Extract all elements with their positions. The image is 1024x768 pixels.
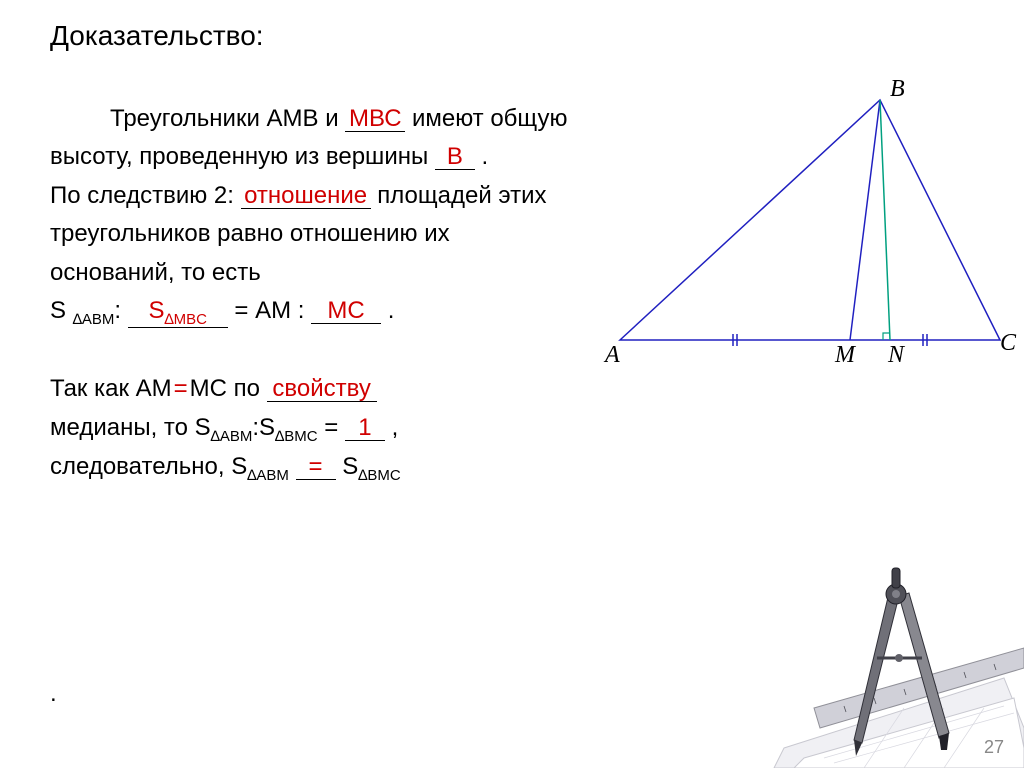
blank-eq1: = — [172, 370, 190, 408]
end-dot: . — [50, 680, 57, 708]
sub: ∆BMC — [358, 467, 401, 484]
t: Так как АМ — [50, 375, 172, 402]
proof-title: Доказательство: — [50, 20, 264, 52]
blank-vertex: В — [435, 145, 475, 170]
blank-relation: отношение — [241, 184, 371, 209]
blank-s-mbc: S∆MBC — [128, 299, 228, 328]
t: S — [336, 453, 359, 480]
t: = — [318, 414, 345, 441]
t: :S — [252, 414, 275, 441]
t: треугольников равно отношению их — [50, 220, 450, 247]
t: = АМ : — [228, 297, 311, 324]
page-number: 27 — [984, 737, 1004, 758]
t: следовательно, S — [50, 453, 247, 480]
t: По следствию 2: — [50, 182, 241, 209]
blank-eq2: = — [296, 455, 336, 480]
t — [289, 453, 296, 480]
triangle-figure: A B C M N — [600, 90, 1020, 370]
t: S — [50, 297, 73, 324]
t: оснований, то есть — [50, 259, 261, 286]
triangle-svg — [600, 90, 1020, 370]
sub: ∆ABM — [211, 427, 253, 444]
t: медианы, то S — [50, 414, 211, 441]
label-C: C — [1000, 330, 1016, 357]
blank-property: свойству — [267, 377, 377, 402]
sub: ∆BMC — [275, 427, 318, 444]
label-M: M — [835, 342, 855, 369]
label-B: B — [890, 76, 905, 103]
label-N: N — [888, 342, 904, 369]
t: : — [114, 297, 127, 324]
blank-mc: МС — [311, 299, 381, 324]
t: , — [385, 414, 398, 441]
label-A: A — [605, 342, 620, 369]
t: имеют общую — [405, 105, 567, 132]
t: Треугольники АМВ и — [110, 105, 345, 132]
t: МС по — [190, 375, 267, 402]
proof-body: Треугольники АМВ и МВС имеют общую высот… — [50, 100, 610, 488]
blank-triangle2: МВС — [345, 107, 405, 132]
blank-one: 1 — [345, 416, 385, 441]
t: высоту, проведенную из вершины — [50, 143, 435, 170]
t: . — [475, 143, 488, 170]
sub: ∆ABM — [73, 311, 115, 328]
sub: ∆ABM — [247, 467, 289, 484]
t: площадей этих — [371, 182, 547, 209]
drafting-tools-image — [744, 558, 1024, 768]
t: . — [381, 297, 394, 324]
